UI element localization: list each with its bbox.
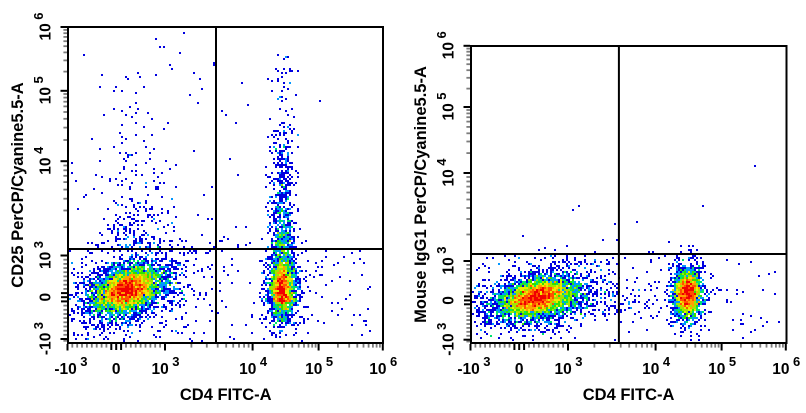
svg-text:104: 104 [434,158,458,187]
svg-text:CD25 PerCP/Cyanine5.5-A: CD25 PerCP/Cyanine5.5-A [9,82,27,287]
svg-text:105: 105 [434,93,458,121]
svg-text:CD4 FITC-A: CD4 FITC-A [180,386,272,404]
svg-text:103: 103 [434,247,458,275]
svg-text:106: 106 [31,13,55,41]
svg-text:106: 106 [434,31,458,59]
svg-text:Mouse IgG1 PerCP/Cyanine5.5-A: Mouse IgG1 PerCP/Cyanine5.5-A [412,66,430,323]
svg-text:103: 103 [31,241,55,269]
svg-text:-103: -103 [434,323,458,356]
svg-text:0: 0 [112,361,121,378]
svg-text:CD4 FITC-A: CD4 FITC-A [583,386,675,404]
svg-text:0: 0 [38,293,55,302]
svg-text:-103: -103 [31,322,55,355]
svg-text:0: 0 [515,361,524,378]
svg-text:105: 105 [31,76,55,104]
svg-text:104: 104 [31,146,55,175]
svg-text:0: 0 [441,296,458,305]
